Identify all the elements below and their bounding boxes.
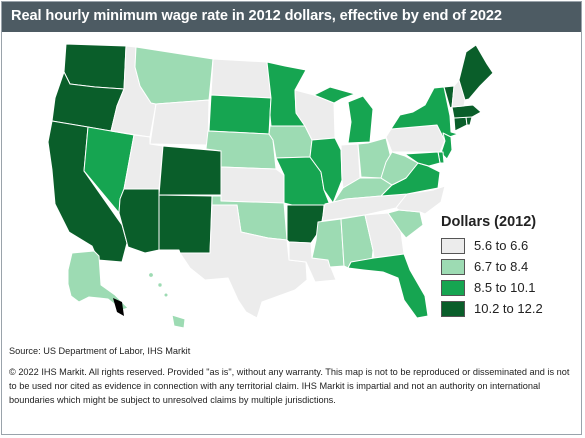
legend-swatch-1 [441, 237, 465, 254]
state-SD[interactable] [208, 94, 272, 135]
state-NM[interactable] [158, 194, 213, 254]
legend-label-1: 5.6 to 6.6 [474, 238, 529, 253]
state-CT[interactable] [453, 116, 468, 132]
state-WA[interactable] [63, 43, 127, 90]
florida-keys [113, 298, 124, 316]
legend-swatch-3 [441, 279, 465, 296]
legend-swatch-4 [441, 300, 465, 317]
state-WY[interactable] [149, 99, 210, 146]
state-MD[interactable] [404, 151, 441, 167]
state-FL[interactable] [347, 253, 429, 319]
legend-item-1: 5.6 to 6.6 [441, 235, 576, 256]
us-state-map [47, 43, 494, 329]
state-IA[interactable] [268, 125, 313, 159]
state-HI[interactable] [171, 314, 186, 329]
legend-item-4: 10.2 to 12.2 [441, 298, 576, 319]
legend-label-2: 6.7 to 8.4 [474, 259, 529, 274]
state-MT[interactable] [134, 46, 214, 105]
legend: Dollars (2012) 5.6 to 6.6 6.7 to 8.4 8.5… [441, 214, 576, 319]
state-WV[interactable] [380, 151, 419, 186]
state-CO[interactable] [158, 145, 222, 196]
legend-label-4: 10.2 to 12.2 [474, 301, 543, 316]
source-note: Source: US Department of Labor, IHS Mark… [9, 346, 191, 356]
state-NY[interactable] [390, 86, 459, 140]
map-title: Real hourly minimum wage rate in 2012 do… [11, 8, 502, 24]
legend-item-2: 6.7 to 8.4 [441, 256, 576, 277]
state-ME[interactable] [458, 44, 494, 101]
legend-label-3: 8.5 to 10.1 [474, 280, 536, 295]
state-AK[interactable] [67, 250, 129, 311]
state-NH[interactable] [451, 79, 466, 108]
hawaii-small-islands [148, 272, 169, 298]
state-LA[interactable] [288, 241, 337, 283]
legend-swatch-2 [441, 258, 465, 275]
state-NJ[interactable] [440, 132, 453, 160]
state-KS[interactable] [220, 166, 285, 204]
state-MA[interactable] [451, 104, 482, 119]
state-RI[interactable] [465, 116, 473, 126]
legend-title: Dollars (2012) [441, 214, 537, 230]
legend-item-3: 8.5 to 10.1 [441, 277, 576, 298]
title-bar: Real hourly minimum wage rate in 2012 do… [2, 2, 581, 32]
copyright-note: © 2022 IHS Markit. All rights reserved. … [9, 367, 570, 405]
state-TX[interactable] [179, 204, 308, 319]
state-ND[interactable] [210, 58, 272, 99]
